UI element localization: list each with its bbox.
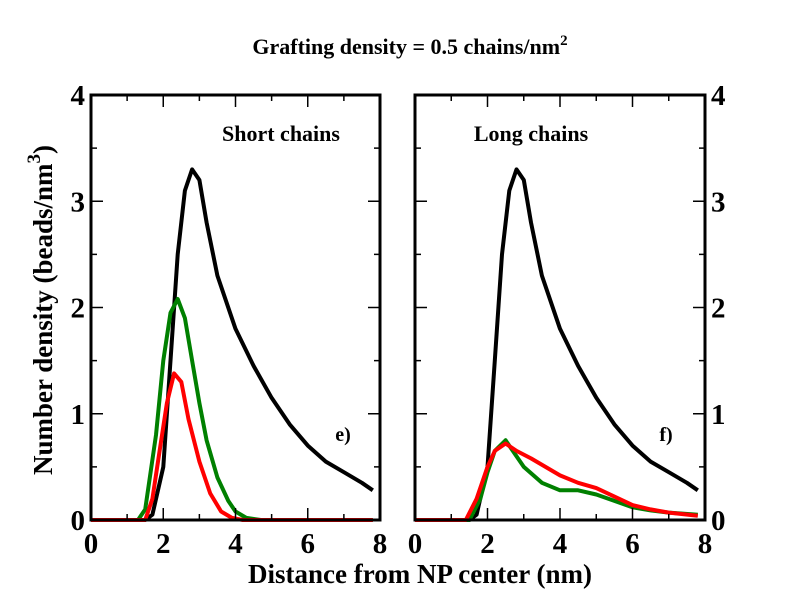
y-tick-label: 3 bbox=[711, 186, 726, 218]
y-tick-label: 0 bbox=[711, 505, 726, 537]
series-line-f-1 bbox=[415, 438, 698, 522]
y-axis-label: Number density (beads/nm3) bbox=[24, 145, 58, 475]
series-line-e-2 bbox=[91, 371, 373, 522]
x-tick-label: 2 bbox=[156, 528, 171, 560]
y-tick-label: 0 bbox=[71, 505, 86, 537]
x-tick-label: 8 bbox=[698, 528, 713, 560]
x-axis-label: Distance from NP center (nm) bbox=[248, 559, 592, 589]
y-tick-label: 3 bbox=[71, 186, 86, 218]
x-tick-label: 4 bbox=[553, 528, 568, 560]
x-tick-label: 0 bbox=[84, 528, 99, 560]
panel-e-annotation: Short chains bbox=[222, 121, 340, 146]
y-tick-label: 4 bbox=[71, 80, 86, 112]
series-line-e-1 bbox=[91, 297, 373, 522]
series-line-f-2 bbox=[415, 441, 699, 522]
x-tick-label: 6 bbox=[301, 528, 316, 560]
x-tick-label: 4 bbox=[228, 528, 243, 560]
y-tick-label: 1 bbox=[71, 399, 86, 431]
x-tick-label: 8 bbox=[373, 528, 388, 560]
panel-e-label: e) bbox=[335, 424, 351, 446]
panel-f-label: f) bbox=[659, 424, 672, 446]
y-tick-label: 2 bbox=[711, 293, 726, 325]
y-tick-label: 4 bbox=[711, 80, 726, 112]
plot-frame bbox=[413, 93, 707, 522]
y-tick-label: 1 bbox=[711, 399, 726, 431]
y-tick-label: 2 bbox=[71, 293, 86, 325]
series-line-f-0 bbox=[415, 167, 699, 522]
x-tick-label: 2 bbox=[480, 528, 495, 560]
plot-frame bbox=[89, 93, 382, 522]
series-line-e-0 bbox=[91, 167, 374, 522]
x-tick-label: 6 bbox=[625, 528, 640, 560]
chart-title: Grafting density = 0.5 chains/nm2 bbox=[252, 33, 567, 59]
x-tick-label: 0 bbox=[408, 528, 423, 560]
panel-f-annotation: Long chains bbox=[474, 121, 589, 146]
